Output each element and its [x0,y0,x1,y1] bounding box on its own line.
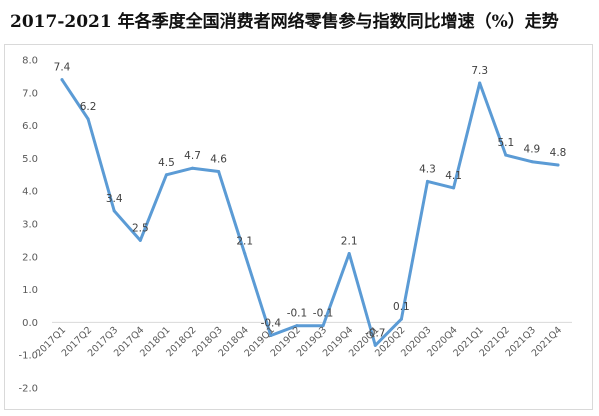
data-point [321,324,325,328]
data-point [478,81,482,85]
data-point [504,153,508,157]
series-line [60,78,560,347]
data-point [556,163,560,167]
data-point [243,252,247,256]
y-tick-label: 6.0 [22,121,38,132]
data-point [530,160,534,164]
y-tick-label: 8.0 [22,56,38,67]
data-label: 4.1 [445,170,462,182]
data-point [425,179,429,183]
data-label: 2.1 [236,236,253,248]
y-tick-label: -2.0 [18,384,38,395]
data-point [373,343,377,347]
chart-title: 2017-2021 年各季度全国消费者网络零售参与指数同比增速（%）走势 [10,12,559,32]
data-label: -0.1 [287,308,308,320]
data-label: 7.4 [54,62,71,74]
data-label: -0.4 [261,318,282,330]
data-point [269,334,273,338]
y-tick-label: 1.0 [22,285,38,296]
data-label: -0.7 [365,327,386,339]
data-label: 4.5 [158,157,175,169]
data-point [347,252,351,256]
data-label: 5.1 [497,137,514,149]
data-point [295,324,299,328]
data-label: 0.1 [393,301,410,313]
data-point [164,173,168,177]
data-point [191,166,195,170]
data-point [112,209,116,213]
data-label: 4.8 [550,147,567,159]
y-tick-label: 4.0 [22,187,38,198]
data-point [86,117,90,121]
y-tick-label: 7.0 [22,88,38,99]
y-tick-label: 0.0 [22,318,38,329]
chart-frame [4,44,593,410]
y-tick-label: -1.0 [18,351,38,362]
data-point [60,78,64,82]
data-label: 4.7 [184,150,201,162]
data-point [399,317,403,321]
data-label: 4.3 [419,163,436,175]
data-label: 3.4 [106,193,123,205]
data-label: 7.3 [471,65,488,77]
data-point [138,238,142,242]
data-label: -0.1 [313,308,334,320]
data-label: 2.1 [341,236,358,248]
data-point [452,186,456,190]
data-label: 4.6 [210,154,227,166]
y-tick-label: 2.0 [22,252,38,263]
y-tick-label: 3.0 [22,220,38,231]
data-label: 4.9 [524,144,541,156]
data-label: 2.5 [132,222,149,234]
y-tick-label: 5.0 [22,154,38,165]
data-point [217,170,221,174]
data-label: 6.2 [80,101,97,113]
